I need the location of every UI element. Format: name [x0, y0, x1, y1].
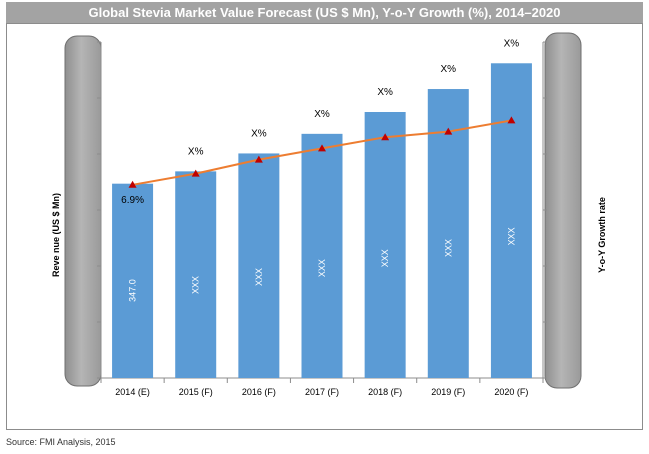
- x-tick-label: 2015 (F): [179, 387, 213, 397]
- bar-value-label: XXX: [254, 268, 264, 286]
- y-axis-label: Reve nue (US $ Mn): [51, 193, 61, 277]
- bar-2018-f: [364, 112, 406, 378]
- growth-data-label: X%: [314, 109, 330, 120]
- growth-data-label: X%: [188, 146, 204, 157]
- growth-data-label: X%: [377, 87, 393, 98]
- y-axis-label-pill: [64, 35, 102, 387]
- bar-value-label: XXX: [191, 276, 201, 294]
- bar-value-label: 347.0: [128, 279, 138, 302]
- bar-value-label: XXX: [443, 239, 453, 257]
- bar-value-label: XXX: [317, 259, 327, 277]
- bar-2016-f: [238, 153, 280, 378]
- growth-marker: [128, 180, 137, 188]
- x-tick-label: 2016 (F): [242, 387, 276, 397]
- growth-data-label: 6.9%: [121, 195, 144, 206]
- x-tick-label: 2020 (F): [494, 387, 528, 397]
- growth-data-label: X%: [251, 128, 267, 139]
- y2-axis-label-pill: [544, 32, 582, 389]
- chart-title: Global Stevia Market Value Forecast (US …: [6, 2, 643, 23]
- growth-data-label: X%: [504, 38, 520, 49]
- chart-area: Reve nue (US $ Mn) Y-o-Y Growth rate 347…: [51, 32, 607, 397]
- growth-marker: [381, 133, 390, 141]
- growth-marker: [318, 144, 326, 152]
- growth-marker: [191, 169, 200, 177]
- bar-value-label: XXX: [506, 227, 516, 245]
- growth-data-label: X%: [441, 64, 457, 75]
- bar-2015-f: [175, 171, 217, 378]
- source-note: Source: FMI Analysis, 2015: [6, 437, 116, 447]
- growth-marker: [254, 155, 263, 163]
- chart-panel: Reve nue (US $ Mn) Y-o-Y Growth rate 347…: [6, 23, 643, 430]
- bar-value-label: XXX: [380, 249, 390, 267]
- bar-2014-e: [112, 183, 154, 378]
- bar-2020-f: [490, 63, 532, 378]
- x-tick-label: 2019 (F): [431, 387, 465, 397]
- x-tick-label: 2018 (F): [368, 387, 402, 397]
- growth-marker: [507, 116, 516, 124]
- x-tick-label: 2014 (E): [115, 387, 150, 397]
- bar-2019-f: [427, 89, 469, 378]
- x-tick-label: 2017 (F): [305, 387, 339, 397]
- y2-axis-label: Y-o-Y Growth rate: [597, 197, 607, 273]
- bar-2017-f: [301, 133, 343, 378]
- growth-marker: [444, 127, 453, 135]
